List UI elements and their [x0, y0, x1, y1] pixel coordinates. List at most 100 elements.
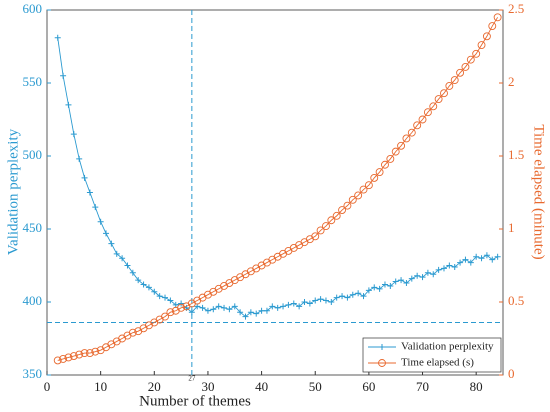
data-point — [440, 89, 448, 98]
data-point — [473, 253, 480, 260]
data-point — [312, 297, 319, 304]
data-point — [280, 303, 287, 310]
data-point — [414, 272, 421, 279]
data-point — [210, 306, 217, 313]
data-point — [204, 307, 211, 314]
x-axis-label: Number of themes — [139, 393, 251, 409]
data-point — [402, 134, 411, 143]
data-point — [311, 232, 320, 241]
data-point — [450, 76, 459, 85]
data-point — [461, 62, 470, 71]
data-point — [269, 303, 276, 310]
data-point — [247, 309, 254, 316]
data-point — [489, 256, 496, 263]
data-point — [327, 216, 336, 225]
y-tick-label: 450 — [23, 220, 43, 235]
data-point — [64, 353, 73, 362]
data-point — [80, 349, 89, 358]
legend-marker — [379, 344, 385, 350]
data-point — [69, 352, 78, 360]
data-point — [290, 300, 297, 307]
data-point — [488, 22, 497, 31]
data-point — [167, 297, 174, 304]
data-point — [457, 259, 464, 266]
data-point — [430, 271, 437, 278]
data-point — [445, 81, 454, 90]
data-point — [446, 262, 453, 269]
data-point — [124, 262, 131, 269]
data-point — [108, 240, 115, 247]
data-point — [359, 185, 368, 194]
data-point — [237, 309, 244, 316]
y2-tick-label: 2.5 — [508, 1, 524, 16]
x-tick-label: 60 — [362, 379, 375, 394]
x-tick-label: 80 — [470, 379, 483, 394]
data-point — [119, 255, 126, 262]
data-point — [472, 49, 481, 58]
legend-label: Time elapsed (s) — [401, 357, 474, 369]
data-point — [306, 300, 313, 307]
vertical-reference-label: 27 — [188, 375, 196, 383]
data-point — [348, 195, 357, 204]
data-point — [188, 309, 195, 316]
legend-box — [362, 337, 502, 373]
data-point — [408, 275, 415, 282]
data-point — [343, 201, 352, 210]
data-point — [135, 277, 142, 284]
series-line — [57, 37, 498, 318]
data-point — [85, 349, 94, 358]
y-tick-label: 500 — [23, 147, 43, 162]
x-tick-label: 30 — [201, 379, 214, 394]
data-point — [145, 284, 152, 291]
data-point — [386, 154, 395, 163]
data-point — [467, 259, 474, 266]
data-point — [338, 206, 347, 214]
data-point — [477, 41, 486, 49]
y2-tick-label: 1 — [508, 220, 515, 235]
data-point — [391, 147, 400, 156]
data-point — [387, 282, 394, 289]
data-point — [419, 274, 426, 281]
data-point — [103, 230, 110, 237]
y-tick-label: 550 — [23, 74, 43, 89]
x-tick-label: 50 — [309, 379, 322, 394]
data-point — [301, 299, 308, 305]
data-point — [128, 328, 137, 337]
data-point — [140, 281, 147, 288]
data-point — [370, 173, 379, 182]
data-point — [462, 256, 469, 263]
data-point — [65, 101, 72, 108]
data-point — [242, 313, 249, 320]
data-point — [407, 128, 416, 137]
x-tick-label: 10 — [94, 379, 107, 394]
data-point — [423, 108, 432, 117]
data-point — [365, 287, 372, 294]
data-point — [322, 297, 329, 304]
data-point — [424, 269, 431, 276]
data-point — [129, 269, 136, 276]
data-point — [344, 294, 351, 301]
data-point — [166, 308, 175, 317]
data-point — [339, 293, 346, 300]
data-point — [418, 115, 427, 124]
data-point — [451, 263, 458, 270]
data-point — [494, 253, 501, 260]
data-point — [76, 155, 83, 162]
y-axis-label: Validation perplexity — [5, 128, 21, 255]
y-tick-label: 400 — [23, 293, 43, 308]
data-point — [466, 55, 475, 64]
y2-tick-label: 1.5 — [508, 147, 524, 162]
data-point — [285, 301, 292, 308]
data-point — [381, 160, 389, 169]
data-point — [354, 191, 363, 200]
data-point — [316, 226, 325, 235]
plot-frame — [46, 9, 504, 376]
data-point — [215, 303, 222, 310]
data-point — [258, 307, 265, 314]
data-point — [59, 354, 68, 363]
data-point — [429, 102, 438, 111]
data-point — [156, 293, 163, 300]
data-point — [332, 211, 341, 220]
data-point — [113, 250, 120, 257]
